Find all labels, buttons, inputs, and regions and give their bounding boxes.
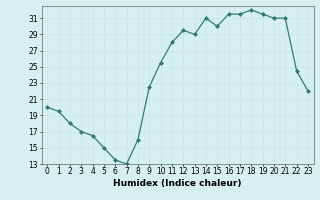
X-axis label: Humidex (Indice chaleur): Humidex (Indice chaleur) xyxy=(113,179,242,188)
